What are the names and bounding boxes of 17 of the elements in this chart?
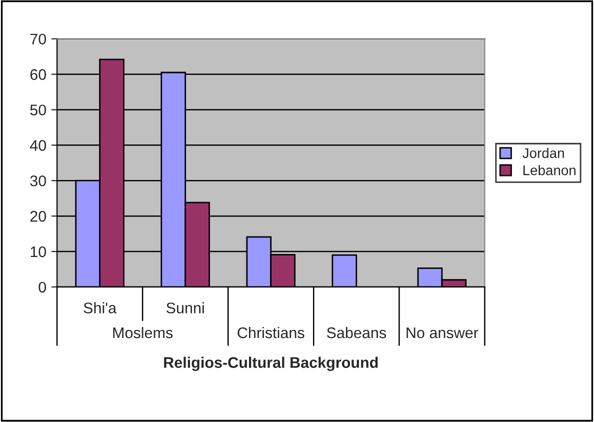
- y-tick-label: 40: [30, 140, 46, 151]
- y-tick-label: 10: [30, 246, 46, 258]
- x-tick-label: No answer: [406, 328, 478, 338]
- text: Moslems: [113, 326, 173, 338]
- x-axis-title: Religios-Cultural Background: [164, 356, 378, 372]
- x-tick-label: Sunni: [166, 302, 204, 314]
- y-tick-label: 70: [30, 34, 46, 45]
- x-tick-label: Sabeans: [326, 326, 386, 338]
- y-tick-label: 0: [38, 282, 46, 293]
- y-tick-label: 30: [30, 175, 46, 186]
- y-tick-label: 50: [30, 104, 46, 116]
- legend-label: Lebanon: [523, 165, 576, 176]
- legend-label: Jordan: [522, 148, 564, 158]
- y-tick-label: 20: [30, 210, 46, 222]
- x-tick-label: Shi'a: [84, 302, 117, 314]
- y-tick-label: 60: [30, 69, 46, 80]
- x-tick-label: Christians: [238, 326, 304, 338]
